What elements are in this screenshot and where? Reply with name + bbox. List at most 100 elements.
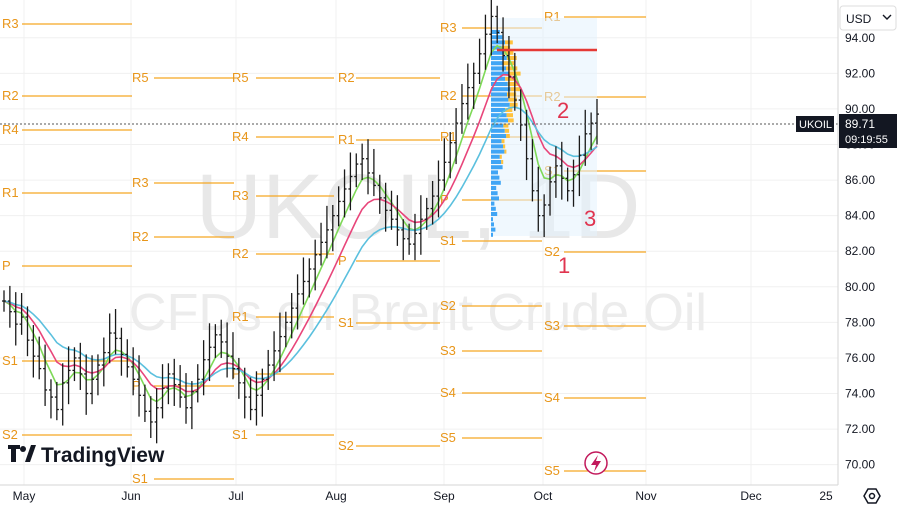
volume-bar-blue bbox=[491, 102, 510, 107]
volume-bar-blue bbox=[491, 196, 499, 201]
x-tick-label: May bbox=[13, 489, 36, 503]
y-tick-label: 94.00 bbox=[845, 31, 875, 45]
volume-bar-yellow bbox=[506, 56, 517, 60]
volume-bar-yellow bbox=[506, 66, 518, 71]
volume-bar-yellow bbox=[506, 113, 513, 118]
y-tick-label: 82.00 bbox=[845, 244, 875, 258]
pivot-label: S1 bbox=[132, 471, 148, 486]
x-tick-label: Nov bbox=[635, 489, 656, 503]
tradingview-logo[interactable]: TradingView bbox=[8, 444, 165, 467]
volume-bar-blue bbox=[491, 217, 493, 222]
pivot-label: S2 bbox=[440, 298, 456, 313]
volume-bar-blue bbox=[491, 87, 511, 92]
volume-bar-yellow bbox=[503, 123, 509, 128]
time-axis: May Jun Jul Aug Sep Oct Nov Dec 25 bbox=[0, 484, 838, 503]
x-tick-label: Aug bbox=[325, 489, 346, 503]
pivot-label: S1 bbox=[440, 233, 456, 248]
pivot-label: R2 bbox=[132, 229, 149, 244]
volume-bar-blue bbox=[491, 206, 496, 211]
volume-bar-yellow bbox=[507, 92, 517, 97]
volume-bar-blue bbox=[491, 227, 496, 232]
watermark-name: CFDs on Brent Crude Oil bbox=[129, 284, 707, 342]
x-tick-label: Dec bbox=[740, 489, 761, 503]
watermark: UKOIL, 1D CFDs on Brent Crude Oil bbox=[129, 156, 707, 342]
currency-selector-value: USD bbox=[846, 12, 872, 26]
pivot-label: R3 bbox=[132, 175, 149, 190]
price-marker: UKOIL 89.71 09:19:55 bbox=[796, 114, 897, 148]
volume-bar-yellow bbox=[505, 108, 513, 112]
ma-slow-line bbox=[3, 106, 598, 385]
annotation-3: 3 bbox=[584, 206, 596, 231]
volume-bar-blue bbox=[491, 123, 504, 128]
volume-bar-blue bbox=[491, 61, 504, 66]
pivot-label: R3 bbox=[440, 20, 457, 35]
y-tick-label: 70.00 bbox=[845, 458, 875, 472]
volume-bar-blue bbox=[491, 66, 506, 71]
y-tick-label: 92.00 bbox=[845, 66, 875, 80]
marker-price: 89.71 bbox=[845, 117, 875, 131]
volume-bar-blue bbox=[491, 212, 498, 216]
annotation-2: 2 bbox=[557, 98, 569, 123]
volume-bar-blue bbox=[491, 71, 509, 76]
volume-bar-blue bbox=[491, 201, 495, 206]
volume-bar-yellow bbox=[501, 139, 505, 144]
pivot-label: R4 bbox=[232, 129, 249, 144]
x-tick-label: Oct bbox=[534, 489, 553, 503]
volume-bar-blue bbox=[491, 92, 507, 97]
volume-bar-blue bbox=[491, 134, 507, 138]
pivot-label: P bbox=[2, 258, 11, 273]
volume-bar-blue bbox=[491, 154, 500, 159]
lightning-icon[interactable] bbox=[584, 451, 608, 475]
volume-bar-blue bbox=[491, 118, 508, 123]
y-tick-label: 80.00 bbox=[845, 280, 875, 294]
price-axis: 70.00 72.00 74.00 76.00 78.00 80.00 82.00 84.00… bbox=[837, 0, 900, 510]
grid bbox=[0, 0, 838, 485]
moving-averages bbox=[3, 44, 598, 403]
pivot-label: S1 bbox=[338, 315, 354, 330]
volume-bar-blue bbox=[491, 139, 502, 144]
pivot-label: S3 bbox=[544, 318, 560, 333]
pivot-label: R1 bbox=[2, 185, 19, 200]
pivot-label: S4 bbox=[544, 390, 560, 405]
y-tick-label: 84.00 bbox=[845, 209, 875, 223]
y-tick-label: 78.00 bbox=[845, 315, 875, 329]
volume-bar-blue bbox=[491, 222, 494, 227]
ma-mid-line bbox=[3, 73, 598, 393]
volume-bar-blue bbox=[491, 113, 507, 118]
volume-bar-blue bbox=[491, 160, 502, 164]
pivot-label: S5 bbox=[440, 430, 456, 445]
y-tick-label: 90.00 bbox=[845, 102, 875, 116]
pivot-label: R2 bbox=[232, 246, 249, 261]
pivot-label: R5 bbox=[232, 70, 249, 85]
pivot-label: R1 bbox=[338, 132, 355, 147]
volume-bar-blue bbox=[491, 108, 506, 112]
pivot-label: S2 bbox=[2, 427, 18, 442]
settings-hex-icon[interactable] bbox=[863, 488, 881, 504]
pivot-label: P bbox=[232, 366, 241, 381]
volume-bar-blue bbox=[491, 191, 498, 196]
pivot-label: R2 bbox=[338, 70, 355, 85]
volume-bar-yellow bbox=[504, 128, 510, 133]
marker-ticker: UKOIL bbox=[799, 119, 832, 131]
volume-bar-yellow bbox=[501, 45, 511, 50]
pivot-label: R2 bbox=[2, 88, 19, 103]
volume-bar-yellow bbox=[501, 160, 504, 164]
x-tick-label: 25 bbox=[819, 489, 833, 503]
volume-bar-yellow bbox=[509, 102, 518, 107]
pivot-label: S5 bbox=[544, 463, 560, 478]
volume-bar-blue bbox=[491, 149, 505, 154]
logo-text: TradingView bbox=[41, 444, 165, 467]
x-tick-label: Jul bbox=[228, 489, 243, 503]
volume-bar-blue bbox=[491, 232, 493, 237]
volume-bar-blue bbox=[491, 170, 498, 175]
currency-selector[interactable]: USD bbox=[839, 5, 897, 31]
volume-bar-yellow bbox=[499, 154, 502, 159]
volume-bar-blue bbox=[491, 165, 503, 170]
volume-bar-blue bbox=[491, 50, 505, 55]
y-tick-label: 72.00 bbox=[845, 422, 875, 436]
volume-bar-blue bbox=[491, 56, 507, 60]
wave-annotations: 1 2 3 bbox=[557, 98, 596, 278]
volume-bar-blue bbox=[491, 180, 501, 185]
y-tick-label: 76.00 bbox=[845, 351, 875, 365]
